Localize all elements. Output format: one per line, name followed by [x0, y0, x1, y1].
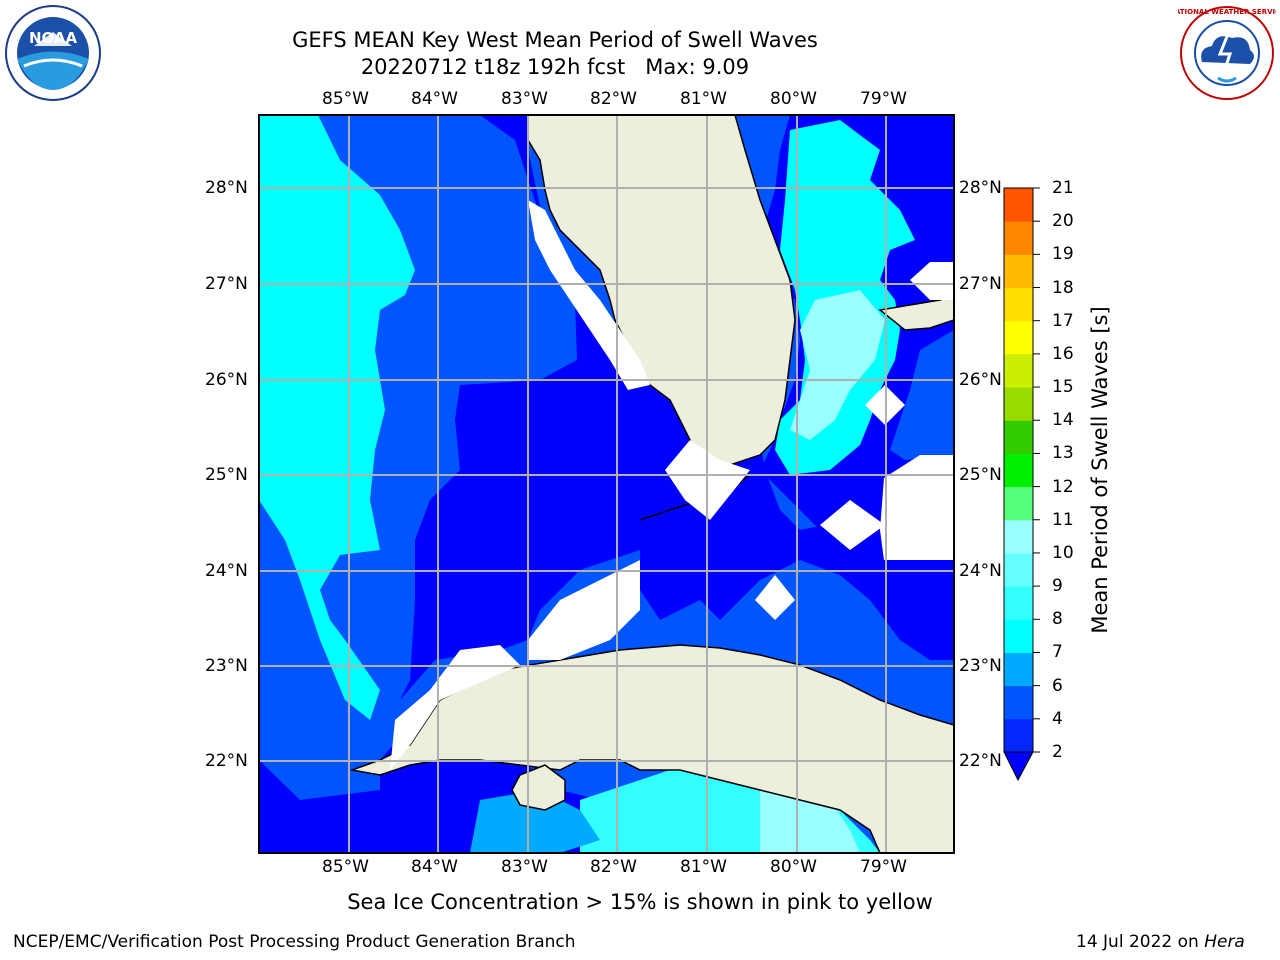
colorbar-extend-arrow [1003, 751, 1034, 782]
colorbar-segment [1004, 287, 1033, 322]
colorbar-segment [1004, 652, 1033, 687]
lat-label-right-28: 28°N [959, 178, 1002, 198]
footer-host: Hera [1204, 932, 1245, 952]
land-isla-juventud [511, 764, 566, 811]
field-darkblue-central [259, 115, 954, 853]
colorbar-tick-label: 18 [1052, 277, 1074, 298]
lon-label-top-82: 82°W [590, 89, 637, 109]
colorbar-segment [1004, 353, 1033, 388]
colorbar-tick-label: 17 [1052, 310, 1074, 331]
colorbar-tick-label: 11 [1052, 509, 1074, 530]
colorbar-tick-label: 9 [1052, 576, 1063, 597]
lat-label-right-26: 26°N [959, 370, 1002, 390]
colorbar-tick-label: 7 [1052, 642, 1063, 663]
field-lightcyan-south [760, 780, 860, 853]
lon-label-top-85: 85°W [322, 89, 369, 109]
lat-label-right-25: 25°N [959, 465, 1002, 485]
footer-date: 14 Jul 2022 on Hera [1076, 932, 1245, 952]
lat-label-left-22: 22°N [205, 751, 248, 771]
lat-label-left-24: 24°N [205, 561, 248, 581]
lon-label-top-79: 79°W [860, 89, 907, 109]
colorbar-tick-label: 20 [1052, 211, 1074, 232]
colorbar-tick-label: 10 [1052, 542, 1074, 563]
map-title: GEFS MEAN Key West Mean Period of Swell … [292, 28, 818, 52]
nws-logo: NATIONAL WEATHER SERVICE [1178, 6, 1276, 100]
colorbar-tick-label: 16 [1052, 343, 1074, 364]
mask-bahamas1 [820, 500, 885, 550]
lon-label-bottom-81: 81°W [680, 857, 727, 877]
noaa-logo-text: NOAA [29, 29, 78, 47]
lon-label-bottom-85: 85°W [322, 857, 369, 877]
lat-label-right-27: 27°N [959, 274, 1002, 294]
noaa-logo: NOAA [5, 5, 101, 101]
field-lightcyan-east [790, 290, 885, 440]
colorbar-tick-label: 13 [1052, 443, 1074, 464]
lat-label-left-26: 26°N [205, 370, 248, 390]
colorbar-tick-label: 14 [1052, 410, 1074, 431]
colorbar-segment [1004, 420, 1033, 454]
mask-bahamas3 [910, 262, 954, 300]
colorbar-segment [1004, 619, 1033, 653]
colorbar-tick-label: 4 [1052, 708, 1063, 729]
colorbar-segment [1004, 586, 1033, 620]
lon-label-top-83: 83°W [501, 89, 548, 109]
field-blue-south [470, 790, 600, 853]
colorbar-tick-label: 21 [1052, 178, 1074, 198]
colorbar-segment [1004, 519, 1033, 554]
mask-cuba-west [390, 645, 520, 770]
colorbar [1004, 187, 1040, 753]
colorbar-tick-label: 19 [1052, 244, 1074, 265]
field-cyan-west [259, 115, 415, 720]
colorbar-segment [1004, 486, 1033, 521]
lat-label-right-22: 22°N [959, 751, 1002, 771]
colorbar-segment [1004, 453, 1033, 488]
graticule [259, 115, 954, 853]
nws-logo-text: NATIONAL WEATHER SERVICE [1178, 8, 1276, 16]
colorbar-segment [1004, 320, 1033, 355]
lon-label-bottom-84: 84°W [411, 857, 458, 877]
lon-label-bottom-79: 79°W [860, 857, 907, 877]
colorbar-tick-label: 8 [1052, 609, 1063, 630]
lon-label-bottom-83: 83°W [501, 857, 548, 877]
lon-label-top-80: 80°W [770, 89, 817, 109]
lat-label-left-23: 23°N [205, 656, 248, 676]
mask-east [880, 455, 954, 560]
lat-label-left-28: 28°N [205, 178, 248, 198]
lon-label-top-81: 81°W [680, 89, 727, 109]
colorbar-segment [1004, 221, 1033, 255]
land-cuba [349, 644, 954, 853]
colorbar-segment [1004, 254, 1033, 289]
colorbar-segment [1004, 188, 1033, 222]
map-subtitle: 20220712 t18z 192h fcst Max: 9.09 [360, 55, 750, 79]
footer-date-text: 14 Jul 2022 on [1076, 932, 1205, 952]
lat-label-right-23: 23°N [959, 656, 1002, 676]
mask-cay [755, 575, 795, 620]
colorbar-tick-label: 2 [1052, 742, 1063, 762]
mask-gulf-coast [528, 200, 650, 390]
land-florida [527, 115, 796, 466]
colorbar-tick-label: 6 [1052, 675, 1063, 696]
mask-cuba-north [528, 560, 640, 660]
colorbar-segment [1004, 685, 1033, 720]
lon-label-bottom-80: 80°W [770, 857, 817, 877]
colorbar-tick-label: 12 [1052, 476, 1074, 497]
lat-label-left-27: 27°N [205, 274, 248, 294]
land-bahamas-north [878, 294, 954, 331]
footer-credit: NCEP/EMC/Verification Post Processing Pr… [13, 932, 576, 952]
colorbar-segment [1004, 387, 1033, 421]
colorbar-segment [1004, 552, 1033, 587]
lat-label-left-25: 25°N [205, 465, 248, 485]
sea-ice-caption: Sea Ice Concentration > 15% is shown in … [347, 890, 933, 914]
lon-label-bottom-82: 82°W [590, 857, 637, 877]
map-frame [258, 114, 955, 854]
lon-label-top-84: 84°W [411, 89, 458, 109]
lat-label-right-24: 24°N [959, 561, 1002, 581]
colorbar-tick-label: 15 [1052, 377, 1074, 398]
colorbar-segment [1004, 718, 1033, 753]
colorbar-label: Mean Period of Swell Waves [s] [1088, 306, 1112, 633]
